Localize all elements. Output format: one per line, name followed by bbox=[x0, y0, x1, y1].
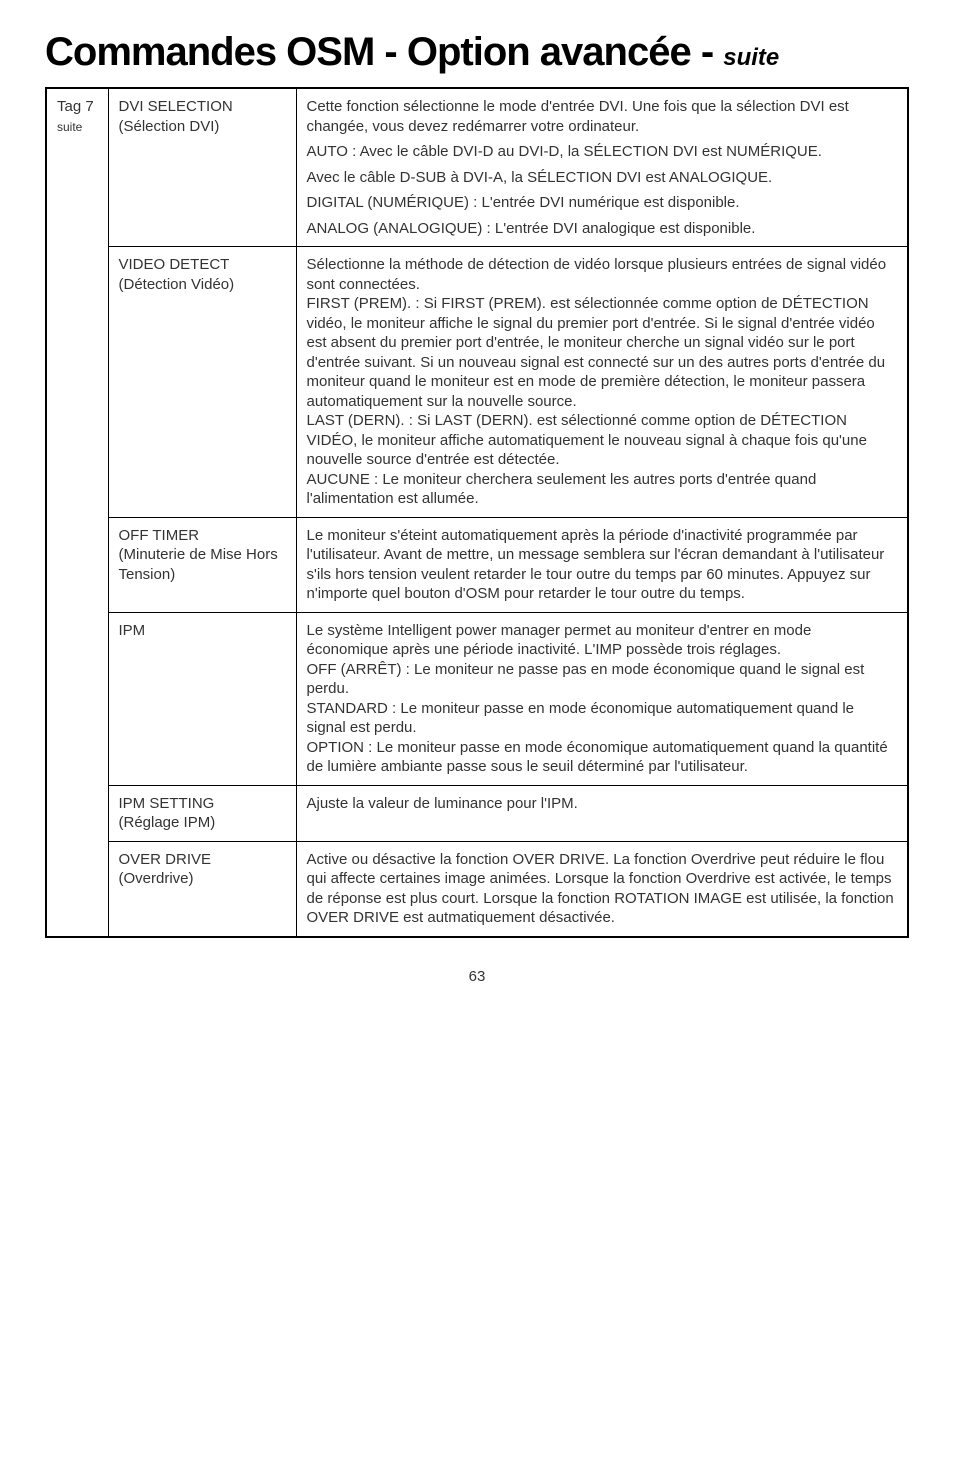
option-name: OVER DRIVE bbox=[119, 851, 212, 868]
desc-line: Sélectionne la méthode de détection de v… bbox=[307, 255, 898, 509]
option-name-cell: OVER DRIVE (Overdrive) bbox=[108, 841, 296, 937]
option-name-cell: IPM bbox=[108, 612, 296, 785]
desc-line: Le système Intelligent power manager per… bbox=[307, 621, 898, 777]
option-desc-cell: Le système Intelligent power manager per… bbox=[296, 612, 908, 785]
option-name-sub: (Sélection DVI) bbox=[119, 118, 220, 135]
page-title: Commandes OSM - Option avancée - suite bbox=[45, 30, 909, 75]
desc-line: Ajuste la valeur de luminance pour l'IPM… bbox=[307, 794, 898, 814]
desc-line: Cette fonction sélectionne le mode d'ent… bbox=[307, 97, 898, 136]
table-row: IPM Le système Intelligent power manager… bbox=[46, 612, 908, 785]
desc-line: ANALOG (ANALOGIQUE) : L'entrée DVI analo… bbox=[307, 219, 898, 239]
desc-line: DIGITAL (NUMÉRIQUE) : L'entrée DVI numér… bbox=[307, 193, 898, 213]
desc-line: AUTO : Avec le câble DVI-D au DVI-D, la … bbox=[307, 142, 898, 162]
table-row: OFF TIMER (Minuterie de Mise Hors Tensio… bbox=[46, 517, 908, 612]
option-desc-cell: Ajuste la valeur de luminance pour l'IPM… bbox=[296, 785, 908, 841]
table-row: OVER DRIVE (Overdrive) Active ou désacti… bbox=[46, 841, 908, 937]
title-main: Commandes OSM - Option avancée - bbox=[45, 30, 723, 74]
desc-line: Avec le câble D-SUB à DVI-A, la SÉLECTIO… bbox=[307, 168, 898, 188]
desc-line: Le moniteur s'éteint automatiquement apr… bbox=[307, 526, 898, 604]
option-name-cell: OFF TIMER (Minuterie de Mise Hors Tensio… bbox=[108, 517, 296, 612]
option-name: VIDEO DETECT bbox=[119, 256, 230, 273]
option-desc-cell: Le moniteur s'éteint automatiquement apr… bbox=[296, 517, 908, 612]
option-name: OFF TIMER bbox=[119, 527, 200, 544]
desc-line: Active ou désactive la fonction OVER DRI… bbox=[307, 850, 898, 928]
options-table: Tag 7 suite DVI SELECTION (Sélection DVI… bbox=[45, 87, 909, 938]
tag-cell: Tag 7 suite bbox=[46, 88, 108, 937]
option-name-sub: (Minuterie de Mise Hors Tension) bbox=[119, 546, 278, 583]
table-row: VIDEO DETECT (Détection Vidéo) Sélection… bbox=[46, 247, 908, 518]
option-desc-cell: Sélectionne la méthode de détection de v… bbox=[296, 247, 908, 518]
option-name-sub: (Détection Vidéo) bbox=[119, 276, 235, 293]
table-row: IPM SETTING (Réglage IPM) Ajuste la vale… bbox=[46, 785, 908, 841]
tag-sub: suite bbox=[57, 120, 82, 134]
option-desc-cell: Active ou désactive la fonction OVER DRI… bbox=[296, 841, 908, 937]
page-number: 63 bbox=[45, 968, 909, 985]
option-name: IPM bbox=[119, 622, 146, 639]
option-name-sub: (Overdrive) bbox=[119, 870, 194, 887]
option-name-cell: DVI SELECTION (Sélection DVI) bbox=[108, 88, 296, 247]
option-name-sub: (Réglage IPM) bbox=[119, 814, 216, 831]
tag-label: Tag 7 bbox=[57, 98, 94, 115]
option-name: IPM SETTING bbox=[119, 795, 215, 812]
option-name: DVI SELECTION bbox=[119, 98, 233, 115]
option-name-cell: IPM SETTING (Réglage IPM) bbox=[108, 785, 296, 841]
table-row: Tag 7 suite DVI SELECTION (Sélection DVI… bbox=[46, 88, 908, 247]
option-name-cell: VIDEO DETECT (Détection Vidéo) bbox=[108, 247, 296, 518]
title-suite: suite bbox=[723, 44, 779, 71]
option-desc-cell: Cette fonction sélectionne le mode d'ent… bbox=[296, 88, 908, 247]
